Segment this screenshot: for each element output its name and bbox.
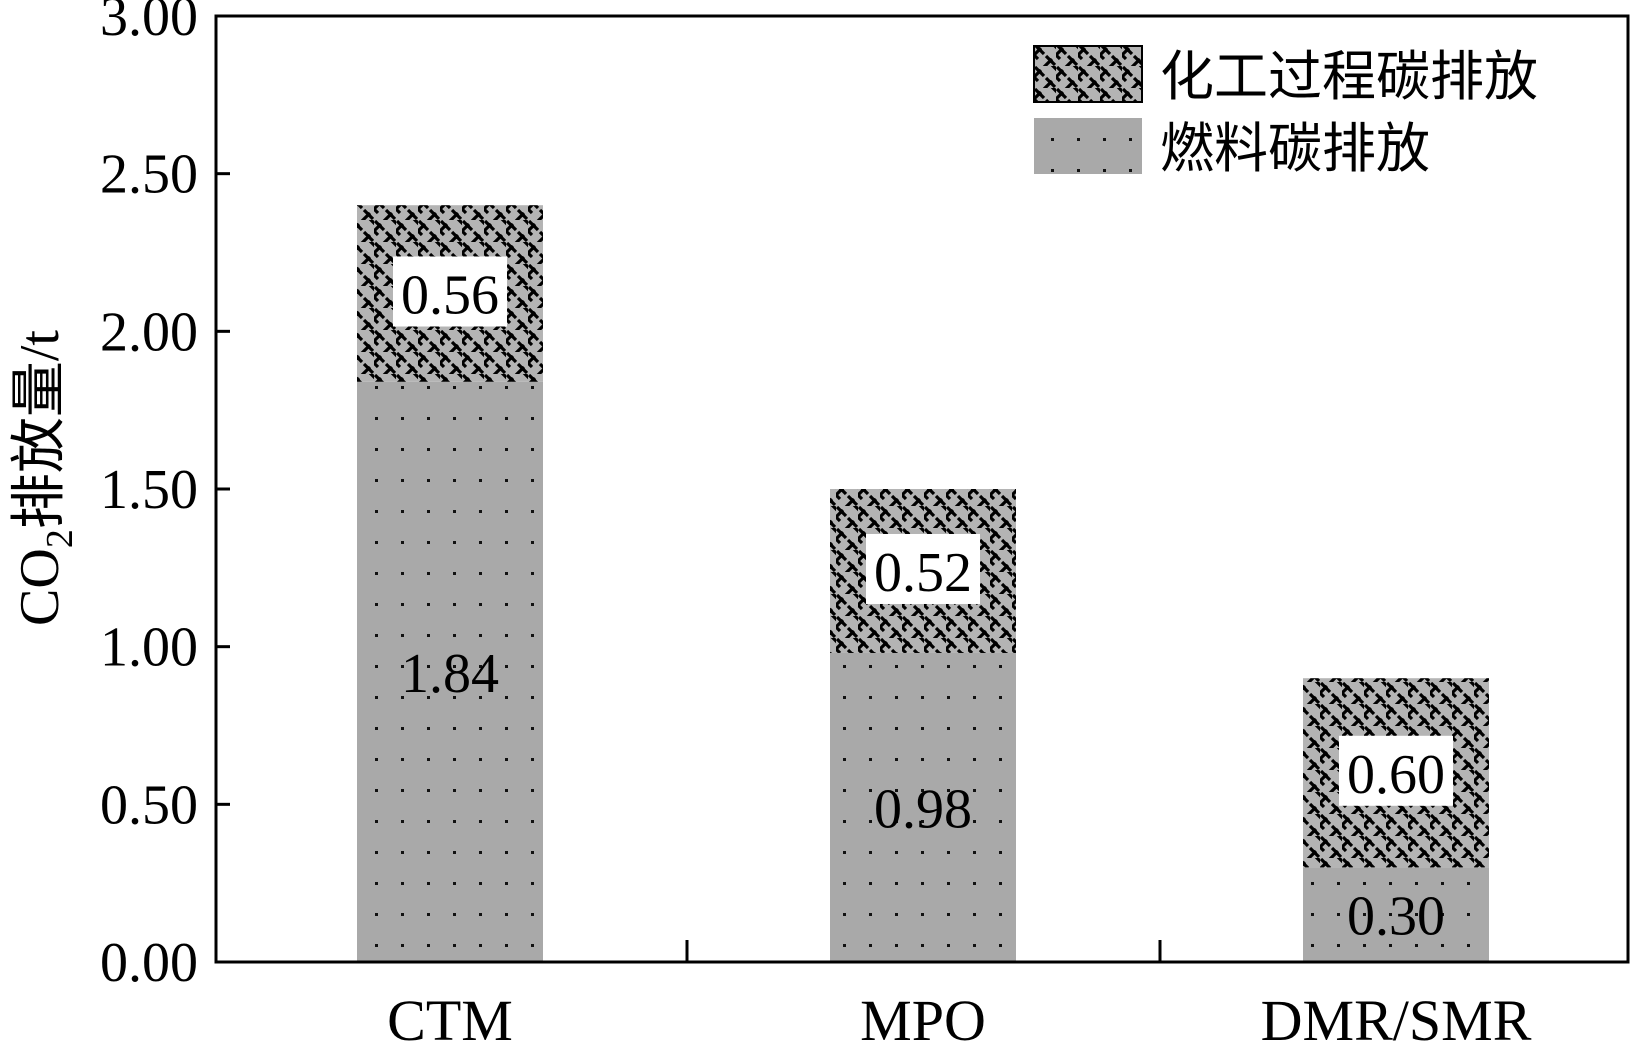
legend-swatch-dots — [1034, 118, 1142, 174]
y-tick-labels: 0.00 0.50 1.00 1.50 2.00 2.50 3.00 — [100, 0, 198, 994]
value-label-chemical: 0.52 — [874, 542, 972, 604]
y-axis-label: CO2排放量/t — [9, 330, 81, 626]
bar-segment-fuel — [357, 381, 543, 963]
category-label: MPO — [860, 988, 986, 1053]
value-label-background — [393, 256, 507, 327]
value-label-fuel: 0.30 — [1347, 886, 1445, 948]
legend-swatch-hatch — [1033, 45, 1143, 103]
plot-frame — [214, 14, 1630, 964]
y-axis-label-subscript: 2 — [39, 529, 81, 548]
y-tick-label: 3.00 — [100, 0, 198, 48]
y-tick-marks — [216, 14, 230, 964]
y-tick-label: 1.50 — [100, 459, 198, 521]
bar-segment-fuel — [830, 652, 1016, 962]
bar-segment-fuel — [1303, 867, 1489, 962]
legend-label-fuel: 燃料碳排放 — [1160, 117, 1430, 180]
category-label: CTM — [387, 988, 513, 1053]
y-tick-label: 2.00 — [100, 301, 198, 363]
y-axis-label-prefix: CO — [9, 548, 71, 626]
x-tick-marks — [685, 940, 1162, 962]
y-tick-label: 0.00 — [100, 932, 198, 994]
segment-labels: 1.84 0.56 0.98 0.52 0.30 0.60 — [393, 256, 1453, 948]
legend-label-chemical: 化工过程碳排放 — [1160, 45, 1538, 108]
value-label-fuel: 1.84 — [401, 643, 499, 705]
value-label-chemical: 0.56 — [401, 264, 499, 326]
legend: 化工过程碳排放 燃料碳排放 — [1033, 45, 1538, 180]
value-label-chemical: 0.60 — [1347, 744, 1445, 806]
value-label-fuel: 0.98 — [874, 778, 972, 840]
y-axis-label-suffix: 排放量/t — [9, 330, 71, 530]
y-tick-label: 1.00 — [100, 617, 198, 679]
y-tick-label: 2.50 — [100, 144, 198, 206]
category-label: DMR/SMR — [1261, 988, 1532, 1053]
category-labels: CTM MPO DMR/SMR — [387, 988, 1532, 1053]
value-label-background — [1339, 735, 1453, 806]
y-tick-label: 0.50 — [100, 774, 198, 836]
value-label-background — [866, 533, 980, 604]
